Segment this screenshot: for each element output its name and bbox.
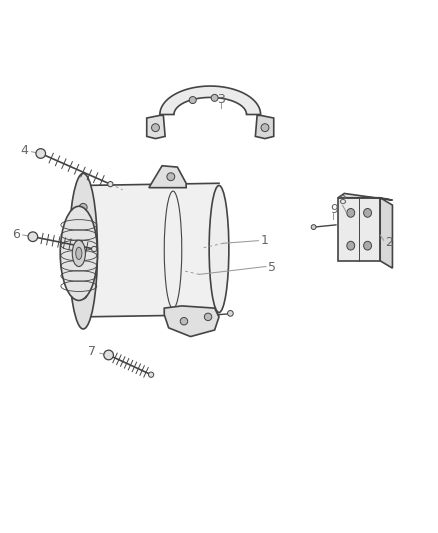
Polygon shape: [160, 86, 261, 115]
Text: 9: 9: [330, 203, 338, 216]
Text: 2: 2: [385, 236, 393, 249]
Polygon shape: [147, 115, 165, 139]
Ellipse shape: [36, 149, 46, 158]
Ellipse shape: [189, 96, 196, 103]
Ellipse shape: [364, 241, 371, 250]
Ellipse shape: [204, 313, 212, 320]
Text: 3: 3: [217, 93, 225, 106]
Polygon shape: [338, 198, 380, 261]
Ellipse shape: [167, 173, 175, 181]
Ellipse shape: [261, 124, 269, 132]
Ellipse shape: [311, 225, 316, 230]
Ellipse shape: [92, 246, 97, 252]
Ellipse shape: [76, 247, 82, 260]
Polygon shape: [83, 183, 219, 317]
Ellipse shape: [180, 318, 187, 325]
Ellipse shape: [79, 291, 87, 299]
Ellipse shape: [72, 185, 94, 317]
Text: 1: 1: [261, 234, 269, 247]
Polygon shape: [338, 193, 392, 200]
Text: 5: 5: [268, 261, 276, 274]
Text: 4: 4: [20, 144, 28, 157]
Ellipse shape: [104, 350, 113, 360]
Ellipse shape: [148, 372, 154, 377]
Ellipse shape: [347, 208, 355, 217]
Ellipse shape: [108, 182, 113, 187]
Ellipse shape: [227, 311, 233, 316]
Ellipse shape: [211, 94, 218, 101]
Ellipse shape: [152, 124, 159, 132]
Ellipse shape: [209, 185, 229, 312]
Polygon shape: [380, 198, 392, 268]
Ellipse shape: [28, 232, 38, 241]
Polygon shape: [164, 306, 219, 336]
Polygon shape: [149, 166, 186, 188]
Text: 7: 7: [88, 345, 96, 358]
Ellipse shape: [347, 241, 355, 250]
Text: 6: 6: [12, 229, 20, 241]
Ellipse shape: [364, 208, 371, 217]
Polygon shape: [255, 115, 274, 139]
Ellipse shape: [79, 204, 87, 211]
Text: 8: 8: [339, 195, 346, 207]
Ellipse shape: [69, 173, 97, 329]
Ellipse shape: [72, 240, 85, 266]
Ellipse shape: [60, 206, 97, 301]
